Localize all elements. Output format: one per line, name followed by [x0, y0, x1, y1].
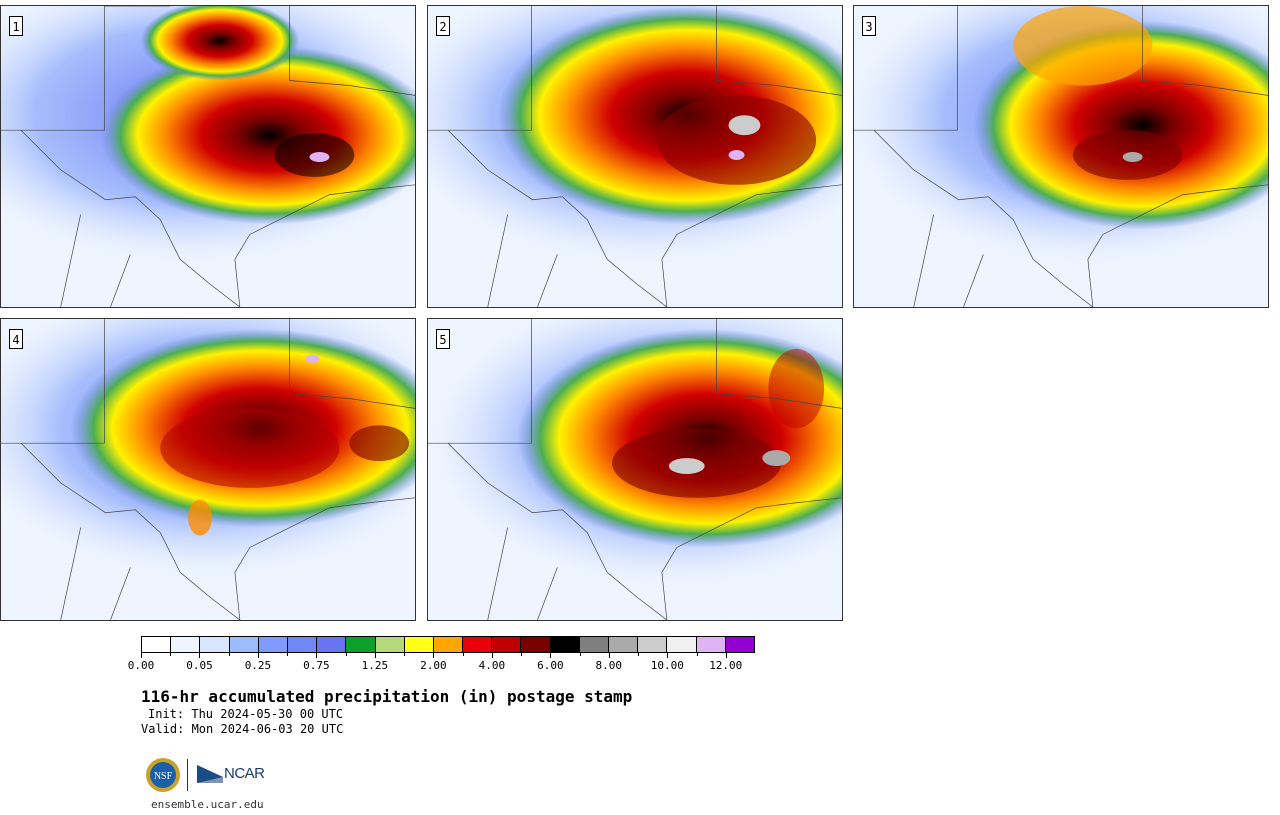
- panel-number: 5: [436, 329, 450, 349]
- colorbar-tick: [667, 652, 669, 658]
- colorbar-cell: [667, 637, 697, 652]
- colorbar-cell: [375, 637, 405, 652]
- colorbar-tick-label: 2.00: [420, 659, 447, 672]
- colorbar-cell: [317, 637, 347, 652]
- precip-map-5: [428, 319, 842, 620]
- panel-number: 3: [862, 16, 876, 36]
- colorbar-cell: [579, 637, 609, 652]
- colorbar-tick-label: 0.00: [127, 659, 155, 672]
- colorbar-cell: [521, 637, 551, 652]
- colorbar-tick: [433, 652, 435, 658]
- colorbar-cell: [492, 637, 522, 652]
- colorbar-minor-tick: [287, 652, 289, 656]
- colorbar-cell: [229, 637, 259, 652]
- colorbar-tick: [199, 652, 201, 658]
- colorbar-cell: [696, 637, 726, 652]
- precip-map-3: [854, 6, 1268, 307]
- colorbar-minor-tick: [228, 652, 230, 656]
- colorbar-cell: [638, 637, 668, 652]
- colorbar-tick-label: 10.00: [650, 659, 684, 672]
- colorbar-cell: [200, 637, 230, 652]
- colorbar-cell: [433, 637, 464, 652]
- map-panel-4: 4: [0, 318, 416, 621]
- nsf-logo-icon: NSF: [146, 758, 180, 792]
- colorbar-cell: [287, 637, 318, 652]
- colorbar-cell: [609, 637, 639, 652]
- precip-map-4: [1, 319, 415, 620]
- colorbar-minor-tick: [638, 652, 640, 656]
- panel-number: 2: [436, 16, 450, 36]
- nsf-ncar-logos: NSF NCAR: [145, 757, 275, 793]
- colorbar-cell: [171, 637, 201, 652]
- site-url: ensemble.ucar.edu: [151, 798, 264, 811]
- colorbar-cell: [258, 637, 288, 652]
- map-panel-3: 3: [853, 5, 1269, 308]
- colorbar-tick: [316, 652, 318, 658]
- colorbar-tick-label: 12.00: [709, 659, 743, 672]
- map-panel-2: 2: [427, 5, 843, 308]
- colorbar-minor-tick: [696, 652, 698, 656]
- logo-divider: [187, 759, 188, 791]
- colorbar-minor-tick: [404, 652, 406, 656]
- colorbar-tick: [550, 652, 552, 658]
- panel-number: 1: [9, 16, 23, 36]
- colorbar-tick: [725, 652, 727, 658]
- colorbar-cell: [550, 637, 580, 652]
- colorbar-minor-tick: [345, 652, 347, 656]
- colorbar-cell: [463, 637, 493, 652]
- map-panel-5: 5: [427, 318, 843, 621]
- colorbar-minor-tick: [170, 652, 172, 656]
- valid-time: Valid: Mon 2024-06-03 20 UTC: [141, 722, 344, 736]
- colorbar-tick-label: 4.00: [478, 659, 506, 672]
- colorbar-cell: [404, 637, 434, 652]
- colorbar-cell: [346, 637, 376, 652]
- colorbar-tick-label: 8.00: [595, 659, 623, 672]
- colorbar-tick: [491, 652, 493, 658]
- precip-colorbar: [141, 636, 755, 653]
- colorbar-tick-label: 6.00: [537, 659, 564, 672]
- colorbar-minor-tick: [521, 652, 523, 656]
- colorbar-cell: [725, 637, 754, 652]
- precip-map-2: [428, 6, 842, 307]
- ncar-wordmark: NCAR: [224, 765, 265, 782]
- init-time: Init: Thu 2024-05-30 00 UTC: [148, 707, 344, 721]
- plot-title: 116-hr accumulated precipitation (in) po…: [141, 687, 633, 706]
- colorbar-tick: [257, 652, 259, 658]
- colorbar-tick-label: 1.25: [361, 659, 389, 672]
- colorbar-ticks: 0.00 0.05 0.25 0.75 1.25 2.00 4.00 6.00 8.00 10.0…: [128, 652, 755, 676]
- colorbar-tick: [608, 652, 610, 658]
- colorbar-minor-tick: [462, 652, 464, 656]
- colorbar-minor-tick: [579, 652, 581, 656]
- colorbar-tick: [141, 652, 142, 658]
- colorbar-cell: [142, 637, 172, 652]
- panel-number: 4: [9, 329, 23, 349]
- colorbar-tick-label: 0.05: [186, 659, 213, 672]
- precip-map-1: [1, 6, 415, 307]
- colorbar-tick-label: 0.75: [303, 659, 330, 672]
- ncar-logo-icon: [197, 765, 223, 783]
- colorbar-tick-label: 0.25: [244, 659, 272, 672]
- colorbar-tick: [374, 652, 376, 658]
- map-panel-1: 1: [0, 5, 416, 308]
- svg-text:NSF: NSF: [154, 771, 173, 782]
